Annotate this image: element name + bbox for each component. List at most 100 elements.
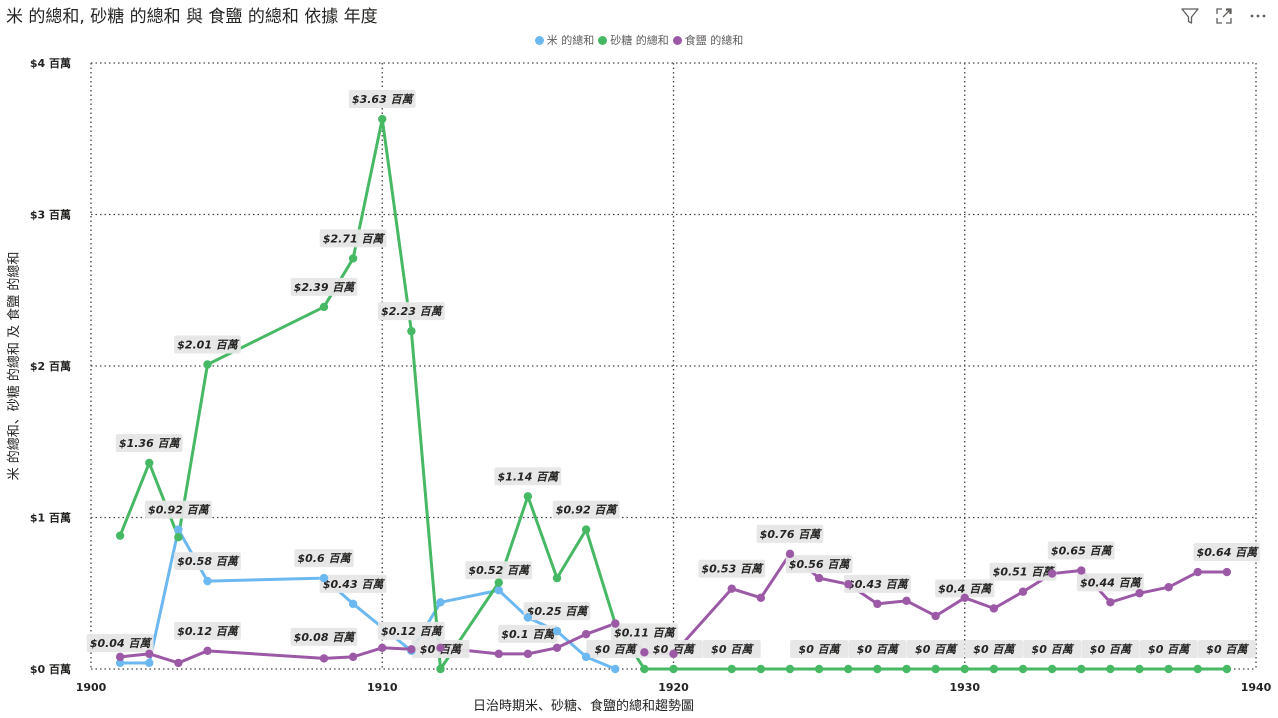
data-label-text: $0.43 百萬 [323,578,386,591]
data-point [814,664,824,674]
data-label-text: $0.04 百萬 [90,637,153,650]
chart-title: 米 的總和, 砂糖 的總和 與 食鹽 的總和 依據 年度 [6,7,378,27]
data-point [989,604,999,613]
data-label-text: $0.08 百萬 [294,631,357,644]
data-label-text: $0.44 百萬 [1080,576,1143,589]
data-point [115,658,125,668]
filter-icon[interactable] [1180,6,1200,26]
data-label-background [465,561,533,580]
y-tick-label: $3 百萬 [30,208,71,222]
data-label-text: $3.63 百萬 [352,93,415,106]
data-label-background [290,277,358,296]
data-label-text: $0.52 百萬 [468,564,531,577]
data-label-text: $1.14 百萬 [498,470,561,483]
data-label: $0.6 百萬 [294,549,354,568]
data-point [523,649,533,659]
data-point [494,578,503,587]
data-label: $0.25 百萬 [523,602,591,621]
data-point [1135,589,1144,598]
data-label-background [290,627,358,646]
data-label: $0.43 百萬 [319,574,387,593]
data-point [319,573,329,583]
data-label-text: $1.36 百萬 [119,437,182,450]
legend-item[interactable]: 米 的總和 [534,32,595,48]
data-label: $0 百萬 [1139,640,1198,658]
data-point [494,649,503,659]
x-tick-label: 1900 [76,681,107,694]
data-label-background [174,621,241,640]
data-label: $0.1 百萬 [498,624,558,643]
data-point [203,360,212,369]
series-lines [118,117,1227,671]
data-label-background [1076,573,1144,592]
data-point [727,584,736,593]
visual-header-toolbar [1180,6,1268,26]
data-label-text: $0 百萬 [1090,643,1133,656]
data-label-background [785,555,853,574]
data-point [436,598,445,607]
data-label: $0 百萬 [906,640,965,658]
data-label-background [1023,640,1082,658]
data-point [727,664,736,674]
data-point [1193,567,1202,577]
data-point [378,643,387,652]
legend-item[interactable]: 砂糖 的總和 [598,32,669,48]
data-label-background [702,640,761,658]
data-label: $0 百萬 [964,640,1023,658]
data-point [378,114,387,124]
data-label-text: $0.12 百萬 [177,625,240,638]
legend-item[interactable]: 食鹽 的總和 [672,32,743,48]
data-label-background [790,640,849,658]
data-point [552,643,562,652]
data-point [873,599,882,609]
data-label-background [906,640,965,658]
data-label-text: $0.58 百萬 [177,555,240,568]
data-label: $0.52 百萬 [465,561,533,580]
data-label-background [144,500,212,519]
data-label-text: $0 百萬 [915,643,958,656]
data-point [756,593,766,602]
data-point [902,664,911,674]
data-label-text: $0.53 百萬 [701,563,764,576]
data-point [1047,569,1057,578]
data-label-background [294,549,354,568]
data-label: $0 百萬 [1081,640,1140,658]
data-label: $0.08 百萬 [290,627,358,646]
data-point [640,648,649,657]
data-point [1077,566,1086,575]
data-point [115,652,125,662]
data-labels: $0.04 百萬 $1.36 百萬 $0.92 百萬 $2.01 百萬 $0.58 百萬… [86,90,1261,658]
data-label: $0 百萬 [790,640,849,658]
x-tick-label: 1930 [949,681,980,694]
legend-label: 米 的總和 [546,34,595,47]
data-label-text: $0.56 百萬 [789,558,852,571]
data-point [989,664,999,674]
data-label-background [86,633,154,652]
data-label-text: $0.51 百萬 [993,566,1056,579]
data-label: $0.53 百萬 [698,559,766,578]
data-point [844,664,853,674]
data-label-background [756,524,824,543]
data-label: $0 百萬 [644,640,703,658]
data-label-background [610,623,678,642]
data-label: $0.51 百萬 [989,562,1057,581]
data-label-text: $0.65 百萬 [1051,545,1114,558]
data-point [436,664,445,674]
data-label-text: $0.11 百萬 [614,626,677,639]
data-point [611,619,620,628]
data-point [902,596,911,606]
data-label-text: $0.76 百萬 [760,528,823,541]
more-options-icon[interactable] [1248,6,1268,26]
data-label-text: $0 百萬 [653,643,696,656]
data-label-background [174,335,241,354]
legend-marker [598,35,608,45]
data-label-text: $2.39 百萬 [294,281,357,294]
data-label-background [698,559,766,578]
focus-mode-icon[interactable] [1214,6,1234,26]
data-point [640,664,649,674]
x-axis-title: 日治時期米、砂糖、食鹽的總和趨勢圖 [473,698,694,714]
data-point [145,458,154,468]
data-point [873,664,882,674]
data-label: $0.43 百萬 [843,574,911,593]
data-label-text: $0.4 百萬 [938,582,993,595]
